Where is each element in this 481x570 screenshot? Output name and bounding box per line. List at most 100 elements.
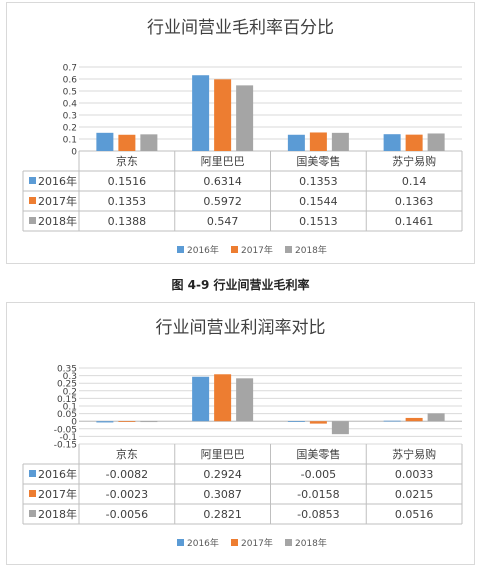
y-tick-label: -0.1 bbox=[59, 433, 77, 443]
y-tick-label: 0.6 bbox=[63, 76, 78, 86]
y-tick-label: -0.15 bbox=[54, 441, 77, 451]
bar bbox=[140, 134, 158, 151]
bar bbox=[118, 134, 136, 151]
table-cell-value: 0.0215 bbox=[395, 488, 434, 501]
bar bbox=[118, 421, 136, 422]
table-cell-value: -0.0023 bbox=[106, 488, 148, 501]
bar bbox=[309, 132, 327, 151]
table-legend-key bbox=[29, 217, 36, 224]
table-cell-value: 0.2924 bbox=[203, 468, 242, 481]
table-category-header: 苏宁易购 bbox=[392, 447, 436, 461]
bar bbox=[331, 421, 349, 435]
y-tick-label: 0.1 bbox=[63, 403, 77, 413]
y-tick-label: 0.3 bbox=[63, 372, 77, 382]
y-tick-label: 0 bbox=[71, 418, 77, 428]
gross-margin-chart: 0 0.1 0.2 0.3 0.4 0.5 0.6 0.7 京东 阿里巴巴 国美零售 苏宁易购 2016… bbox=[22, 64, 463, 256]
y-tick-label: 0.4 bbox=[63, 100, 78, 110]
y-tick-label: 0.1 bbox=[63, 136, 77, 146]
table-cell-value: -0.0056 bbox=[106, 508, 148, 521]
bar bbox=[96, 421, 114, 423]
y-tick-label: 0.35 bbox=[57, 365, 77, 375]
bar bbox=[405, 134, 423, 151]
bar bbox=[383, 420, 401, 422]
table-cell-value: 0.0033 bbox=[395, 468, 434, 481]
table-legend-key bbox=[29, 197, 36, 204]
bar bbox=[214, 79, 232, 151]
table-category-header: 阿里巴巴 bbox=[201, 155, 245, 168]
table-cell-value: 0.1516 bbox=[108, 175, 147, 188]
bar bbox=[192, 75, 210, 151]
table-cell-value: 0.1388 bbox=[108, 215, 147, 228]
table-series-label: 2016年 bbox=[38, 174, 77, 188]
bar bbox=[309, 421, 327, 424]
table-category-header: 国美零售 bbox=[296, 154, 340, 168]
table-cell-value: -0.0158 bbox=[297, 488, 339, 501]
table-cell-value: 0.1544 bbox=[299, 195, 338, 208]
table-category-header: 苏宁易购 bbox=[392, 154, 436, 168]
table-cell-value: 0.1461 bbox=[395, 215, 434, 228]
legend-label: 2017年 bbox=[241, 244, 273, 256]
table-series-label: 2018年 bbox=[38, 214, 77, 228]
table-cell-value: 0.1513 bbox=[299, 215, 338, 228]
table-cell-value: -0.0853 bbox=[297, 508, 339, 521]
legend-swatch bbox=[285, 539, 292, 546]
y-tick-label: 0.2 bbox=[63, 387, 77, 397]
y-tick-label: 0.25 bbox=[57, 380, 77, 390]
bar bbox=[96, 132, 114, 151]
table-cell-value: 0.1363 bbox=[395, 195, 434, 208]
table-category-header: 京东 bbox=[116, 447, 138, 461]
table-cell-value: 0.14 bbox=[402, 175, 427, 188]
legend-label: 2017年 bbox=[241, 537, 273, 549]
legend-label: 2018年 bbox=[295, 537, 327, 549]
table-series-label: 2018年 bbox=[38, 507, 77, 521]
legend-label: 2018年 bbox=[295, 244, 327, 256]
table-series-label: 2016年 bbox=[38, 467, 77, 481]
y-tick-label: 0.2 bbox=[63, 124, 77, 134]
legend-swatch bbox=[231, 246, 238, 253]
table-cell-value: 0.547 bbox=[207, 215, 239, 228]
table-cell-value: 0.1353 bbox=[299, 175, 338, 188]
table-category-header: 京东 bbox=[116, 154, 138, 168]
table-category-header: 国美零售 bbox=[296, 447, 340, 461]
bar bbox=[192, 376, 210, 422]
table-cell-value: 0.2821 bbox=[203, 508, 242, 521]
table-cell-value: 0.3087 bbox=[203, 488, 242, 501]
bar bbox=[287, 421, 305, 422]
legend-swatch bbox=[177, 246, 184, 253]
table-category-header: 阿里巴巴 bbox=[201, 448, 245, 461]
y-tick-label: 0.3 bbox=[63, 112, 77, 122]
operating-margin-chart: -0.15-0.1-0.0500.050.10.150.20.250.30.35… bbox=[22, 365, 463, 549]
bar bbox=[427, 133, 445, 151]
table-cell-value: 0.5972 bbox=[203, 195, 242, 208]
bar bbox=[331, 132, 349, 151]
bar bbox=[140, 421, 158, 423]
table-series-label: 2017年 bbox=[38, 194, 77, 208]
legend-swatch bbox=[231, 539, 238, 546]
legend-swatch bbox=[285, 246, 292, 253]
table-cell-value: -0.0082 bbox=[106, 468, 148, 481]
bar bbox=[214, 374, 232, 422]
chart-panel-gross-margin: 行业间营业毛利率百分比 0 0.1 0.2 0.3 0.4 0.5 0.6 0.7 京东 阿里巴巴… bbox=[6, 2, 475, 264]
y-tick-label: -0.05 bbox=[54, 425, 77, 435]
figure-caption: 图 4-9 行业间营业毛利率 bbox=[171, 278, 310, 292]
table-cell-value: 0.6314 bbox=[203, 175, 242, 188]
legend-label: 2016年 bbox=[187, 537, 219, 549]
bar bbox=[427, 413, 445, 422]
bar bbox=[236, 85, 254, 151]
y-tick-label: 0 bbox=[71, 148, 77, 158]
bar bbox=[383, 134, 401, 151]
y-tick-label: 0.15 bbox=[57, 395, 77, 405]
legend-label: 2016年 bbox=[187, 244, 219, 256]
table-legend-key bbox=[29, 490, 36, 497]
chart-title: 行业间营业毛利率百分比 bbox=[147, 18, 334, 38]
chart-panel-operating-margin: 行业间营业利润率对比 -0.15 -0.1 -0.05 0 0.05 0.1 0.15 0.2… bbox=[6, 302, 475, 565]
table-legend-key bbox=[29, 177, 36, 184]
table-series-label: 2017年 bbox=[38, 487, 77, 501]
table-legend-key bbox=[29, 470, 36, 477]
y-tick-label: 0.5 bbox=[63, 88, 77, 98]
y-tick-label: 0.05 bbox=[57, 410, 77, 420]
table-cell-value: 0.0516 bbox=[395, 508, 434, 521]
table-cell-value: -0.005 bbox=[301, 468, 336, 481]
bar bbox=[236, 378, 254, 422]
table-cell-value: 0.1353 bbox=[108, 195, 147, 208]
